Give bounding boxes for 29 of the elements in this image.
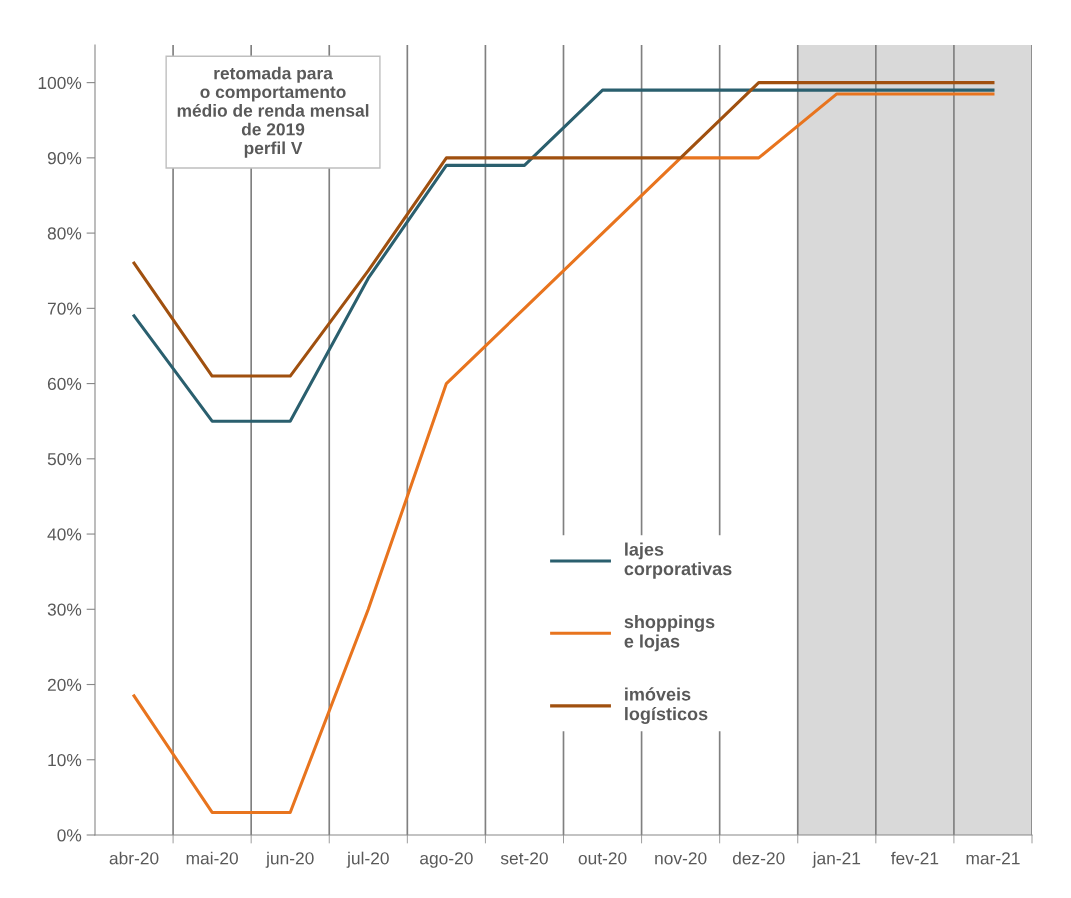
x-tick-label: abr-20 xyxy=(109,851,159,865)
x-tick-label: dez-20 xyxy=(732,851,785,865)
y-tick-label: 60% xyxy=(47,377,82,391)
annotation: retomada para o comportamento médio de renda mensal de 2019 perfil V xyxy=(177,66,369,158)
y-tick-label: 20% xyxy=(47,678,82,691)
y-tick-label: 50% xyxy=(47,452,82,466)
x-tick-label: ago-20 xyxy=(420,852,473,868)
x-tick-label: jan-21 xyxy=(812,851,861,868)
y-tick-label: 80% xyxy=(47,227,82,240)
legend-label: shoppings e lojas xyxy=(624,614,715,652)
y-tick-label: 30% xyxy=(47,603,82,616)
y-tick-label: 0% xyxy=(57,829,82,842)
line-series xyxy=(132,88,995,423)
x-tick-label: mai-20 xyxy=(186,851,238,865)
legend-label: lajes corporativas xyxy=(624,542,732,579)
y-tick-label: 90% xyxy=(47,152,82,165)
line-series xyxy=(132,81,995,378)
y-tick-label: 100% xyxy=(38,76,82,90)
x-tick-label: set-20 xyxy=(500,852,548,865)
x-tick-label: jul-20 xyxy=(346,851,389,868)
x-tick-label: mar-21 xyxy=(966,852,1020,865)
x-tick-label: nov-20 xyxy=(655,852,707,865)
x-tick-label: fev-21 xyxy=(891,851,939,865)
x-tick-label: out-20 xyxy=(578,852,627,865)
y-tick-label: 10% xyxy=(48,753,82,767)
y-tick-label: 40% xyxy=(47,528,82,541)
x-tick-label: jun-20 xyxy=(265,851,314,868)
legend-label: imóveis logísticos xyxy=(625,687,708,724)
y-tick-label: 70% xyxy=(47,302,82,315)
